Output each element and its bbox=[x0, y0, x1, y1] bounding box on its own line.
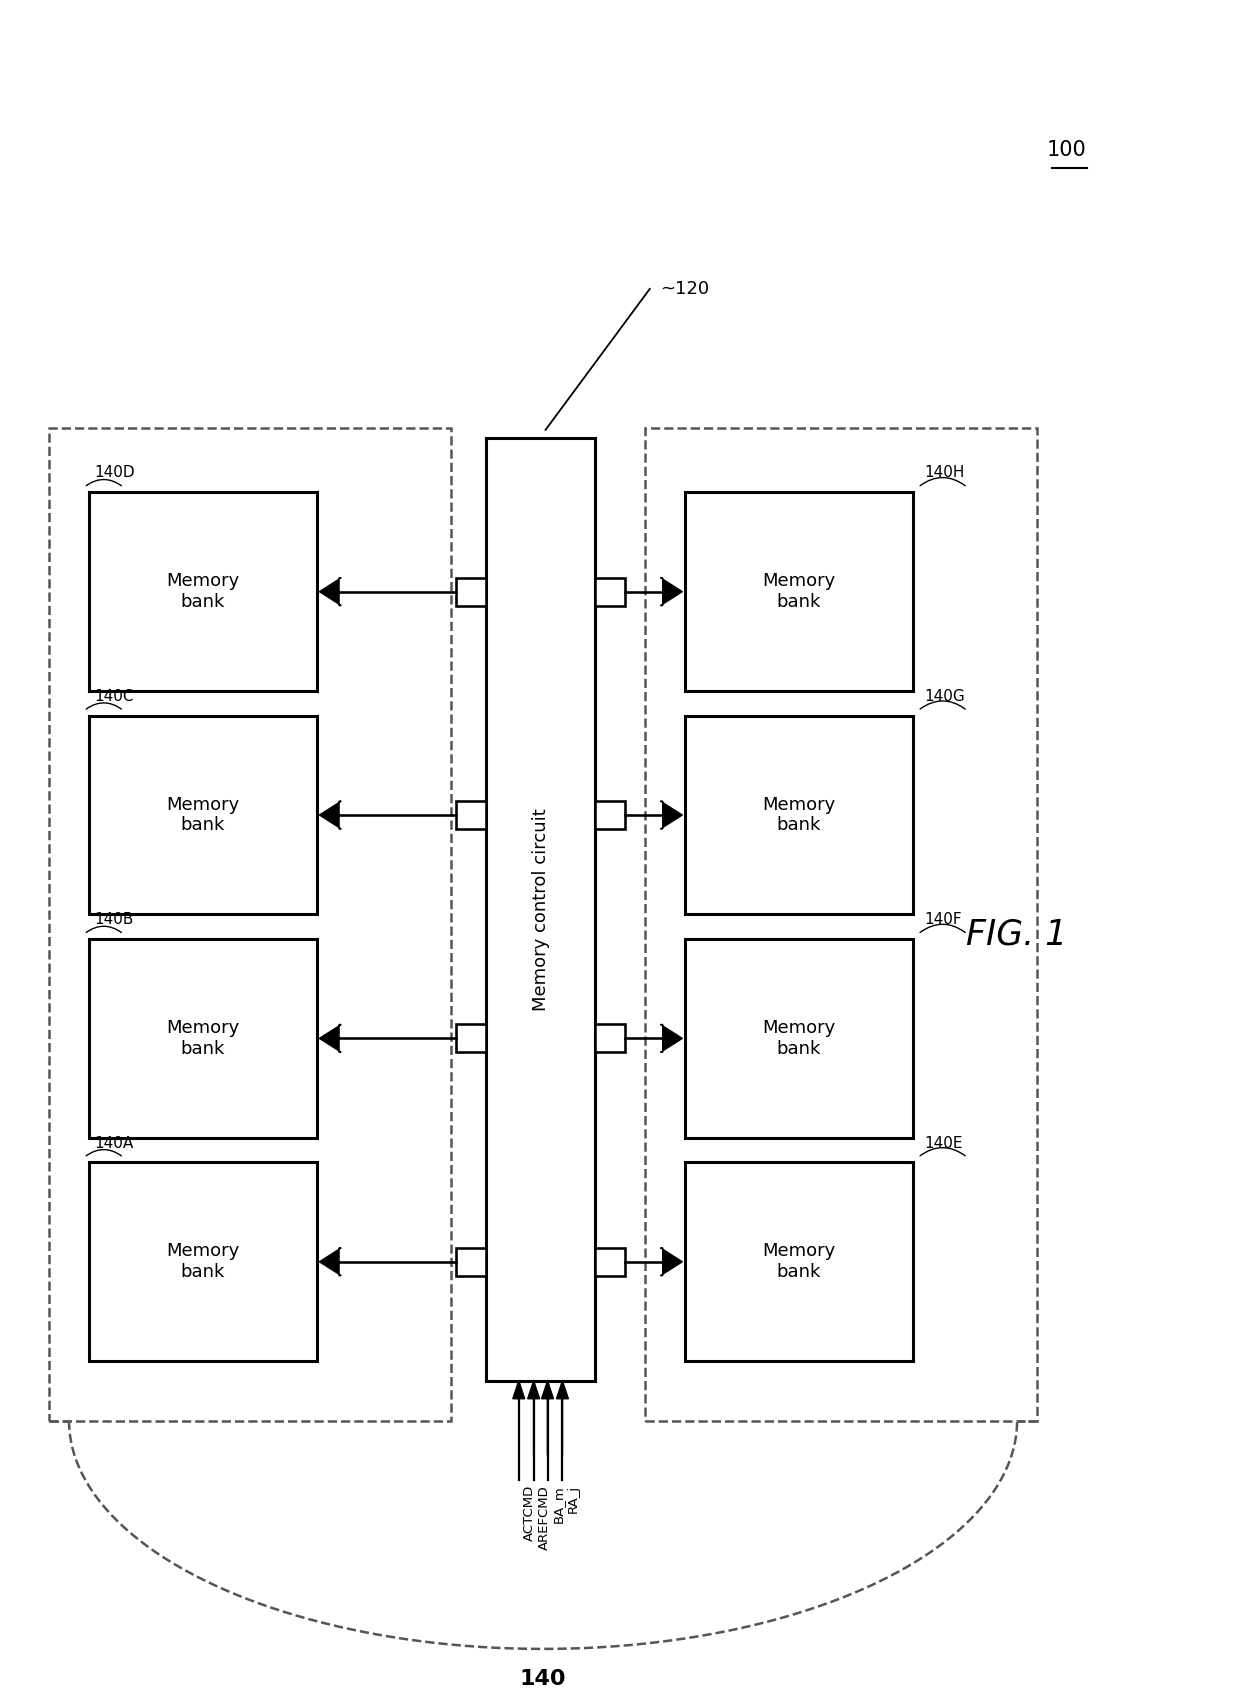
FancyArrow shape bbox=[513, 1382, 525, 1456]
FancyArrow shape bbox=[320, 578, 341, 605]
Bar bbox=[684, 492, 913, 692]
FancyArrow shape bbox=[542, 1382, 553, 1456]
Text: ACTCMD: ACTCMD bbox=[523, 1485, 536, 1542]
Bar bbox=[595, 802, 625, 829]
Bar bbox=[456, 1025, 486, 1052]
Bar bbox=[595, 1025, 625, 1052]
Bar bbox=[89, 492, 317, 692]
Bar bbox=[89, 939, 317, 1138]
Text: Memory
bank: Memory bank bbox=[166, 1243, 239, 1282]
Bar bbox=[684, 1162, 913, 1361]
Text: 140D: 140D bbox=[94, 465, 134, 480]
Text: RA_j: RA_j bbox=[567, 1485, 579, 1513]
Text: 140G: 140G bbox=[925, 688, 966, 703]
Text: 100: 100 bbox=[1047, 140, 1086, 161]
Bar bbox=[456, 1248, 486, 1275]
FancyArrow shape bbox=[661, 1025, 682, 1052]
Bar bbox=[684, 715, 913, 915]
Text: Memory
bank: Memory bank bbox=[763, 1243, 836, 1282]
Text: 140A: 140A bbox=[94, 1136, 133, 1150]
FancyArrow shape bbox=[320, 1025, 341, 1052]
Bar bbox=[684, 939, 913, 1138]
Text: BA_m: BA_m bbox=[552, 1485, 564, 1524]
Text: 140F: 140F bbox=[925, 911, 962, 927]
Text: 140B: 140B bbox=[94, 911, 133, 927]
FancyArrow shape bbox=[320, 1248, 341, 1275]
Text: 140: 140 bbox=[520, 1669, 567, 1689]
Bar bbox=[456, 578, 486, 605]
Text: Memory
bank: Memory bank bbox=[166, 796, 239, 834]
Text: ~120: ~120 bbox=[660, 281, 709, 298]
Bar bbox=[595, 1248, 625, 1275]
Text: Memory
bank: Memory bank bbox=[763, 796, 836, 834]
Text: AREFCMD: AREFCMD bbox=[538, 1485, 551, 1551]
Text: Memory
bank: Memory bank bbox=[763, 572, 836, 610]
Text: Memory
bank: Memory bank bbox=[763, 1020, 836, 1059]
FancyArrow shape bbox=[661, 578, 682, 605]
FancyArrow shape bbox=[661, 1248, 682, 1275]
FancyArrow shape bbox=[320, 802, 341, 829]
Bar bbox=[456, 802, 486, 829]
Text: Memory
bank: Memory bank bbox=[166, 1020, 239, 1059]
Text: 140C: 140C bbox=[94, 688, 134, 703]
FancyArrow shape bbox=[528, 1382, 539, 1456]
FancyArrow shape bbox=[661, 802, 682, 829]
Text: Memory control circuit: Memory control circuit bbox=[532, 808, 549, 1011]
Bar bbox=[89, 715, 317, 915]
Bar bbox=[595, 578, 625, 605]
Text: Memory
bank: Memory bank bbox=[166, 572, 239, 610]
Text: FIG. 1: FIG. 1 bbox=[966, 917, 1068, 950]
Text: 140E: 140E bbox=[925, 1136, 963, 1150]
Bar bbox=[486, 438, 595, 1382]
Text: 140H: 140H bbox=[925, 465, 965, 480]
FancyArrow shape bbox=[557, 1382, 568, 1456]
Bar bbox=[89, 1162, 317, 1361]
